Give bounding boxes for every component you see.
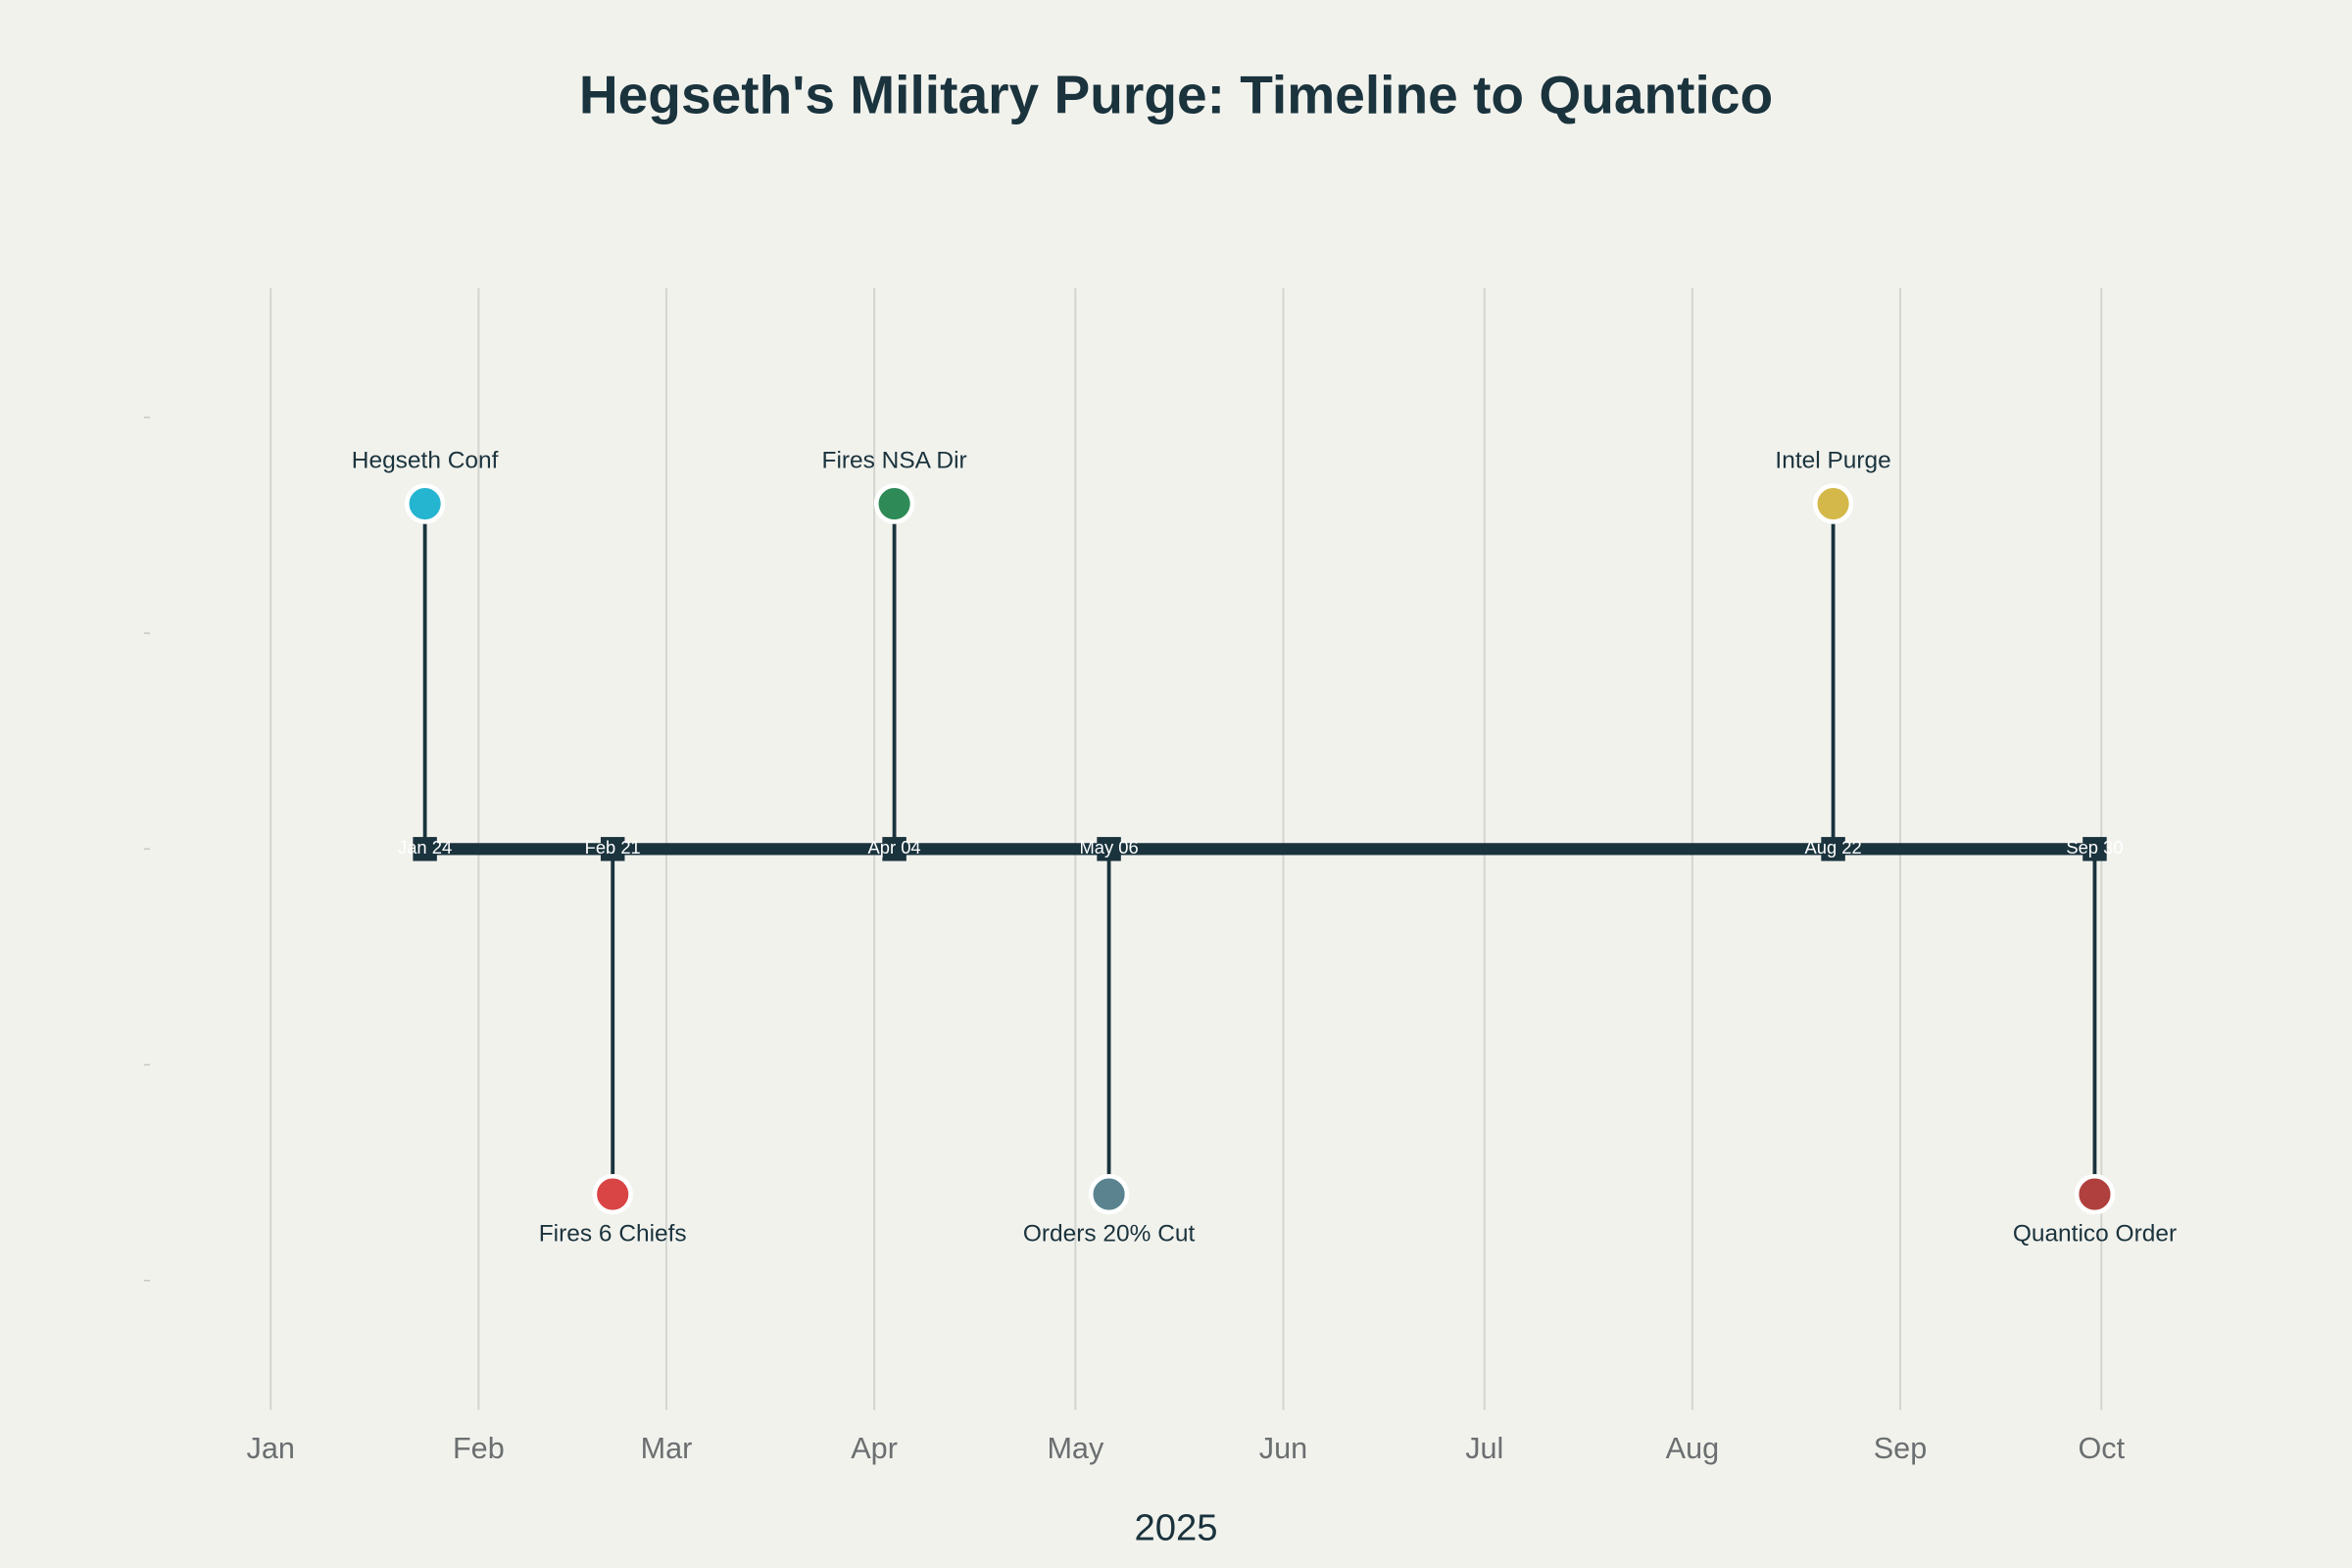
x-axis-title: 2025: [1134, 1506, 1217, 1548]
date-marker: [413, 837, 437, 861]
x-tick-label: Apr: [851, 1432, 898, 1465]
x-tick-label: Oct: [2078, 1432, 2125, 1465]
x-tick-label: Aug: [1666, 1432, 1719, 1465]
x-tick-label: Jan: [247, 1432, 295, 1465]
date-marker: [882, 837, 906, 861]
event-label: Fires NSA Dir: [822, 448, 967, 474]
date-marker: [2082, 837, 2107, 861]
event-marker: [592, 1173, 633, 1215]
event-marker: [404, 483, 446, 524]
date-marker: [1097, 837, 1121, 861]
date-label: Jan 24: [398, 837, 452, 858]
chart-title: Hegseth's Military Purge: Timeline to Qu…: [579, 65, 1773, 125]
date-label: Sep 30: [2066, 837, 2123, 858]
date-label: Apr 04: [868, 837, 921, 858]
event-marker: [1088, 1173, 1130, 1215]
x-tick-label: Sep: [1874, 1432, 1927, 1465]
date-label: Aug 22: [1804, 837, 1861, 858]
date-label: Feb 21: [585, 837, 641, 858]
date-marker: [600, 837, 625, 861]
event-label: Orders 20% Cut: [1023, 1220, 1196, 1247]
event-label: Hegseth Conf: [352, 448, 499, 474]
x-tick-label: May: [1047, 1432, 1104, 1465]
event-marker: [873, 483, 915, 524]
event-label: Intel Purge: [1775, 448, 1890, 474]
date-marker: [1821, 837, 1845, 861]
x-tick-label: Jul: [1465, 1432, 1503, 1465]
date-label: May 06: [1079, 837, 1138, 858]
x-tick-label: Mar: [641, 1432, 693, 1465]
x-tick-label: Jun: [1259, 1432, 1307, 1465]
event-label: Fires 6 Chiefs: [539, 1220, 687, 1247]
event-marker: [1812, 483, 1854, 524]
x-tick-label: Feb: [453, 1432, 505, 1465]
event-marker: [2074, 1173, 2116, 1215]
event-label: Quantico Order: [2013, 1220, 2177, 1247]
